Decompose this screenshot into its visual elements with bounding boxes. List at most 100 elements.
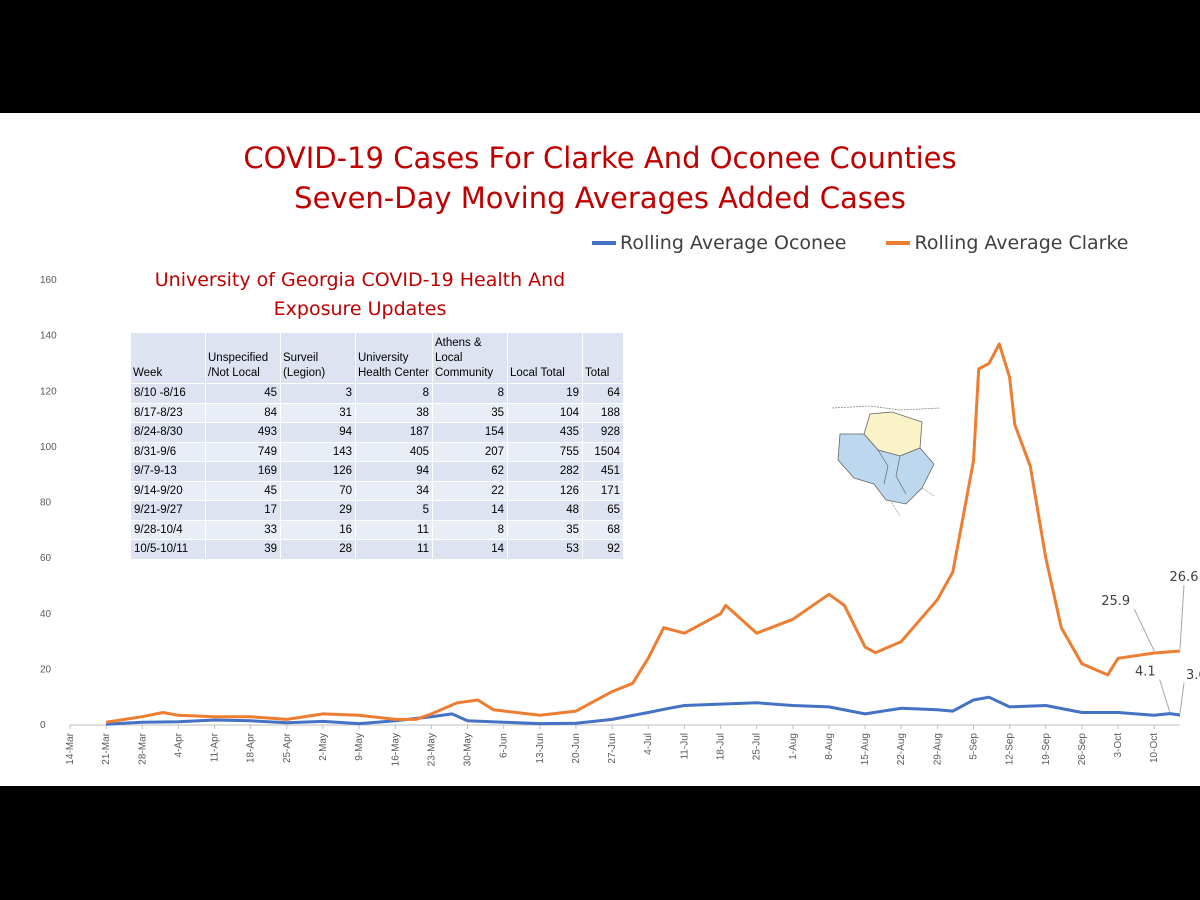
- y-tick-label: 40: [40, 609, 52, 620]
- y-tick-label: 20: [40, 664, 52, 675]
- legend-label-clarke: Rolling Average Clarke: [914, 232, 1129, 254]
- table-cell: 3: [280, 383, 356, 403]
- x-tick-label: 26-Sep: [1077, 733, 1088, 766]
- table-cell: 187: [355, 422, 433, 442]
- table-cell: 10/5-10/11: [131, 539, 206, 559]
- y-tick-label: 140: [40, 331, 57, 342]
- table-cell: 22: [432, 480, 508, 501]
- legend-label-oconee: Rolling Average Oconee: [620, 232, 847, 254]
- table-cell: 171: [582, 480, 624, 501]
- table-cell: 928: [582, 422, 624, 442]
- table-header-cell: University Health Center: [355, 333, 433, 384]
- table-header-cell: Surveil (Legion): [280, 333, 356, 384]
- map-border-south: [889, 487, 935, 517]
- table-cell: 755: [507, 441, 583, 462]
- table-title-line-2: Exposure Updates: [273, 298, 447, 320]
- county-map-icon: [830, 404, 942, 520]
- table-row: 9/7-9-13 169 126 94 62 282 451: [131, 461, 624, 481]
- x-tick-label: 2-May: [318, 733, 329, 761]
- table-cell: 8/24-8/30: [131, 422, 206, 442]
- x-tick-label: 18-Jul: [716, 733, 727, 760]
- table-cell: 749: [205, 441, 281, 462]
- x-tick-label: 21-Mar: [101, 732, 112, 764]
- table-cell: 451: [582, 461, 624, 481]
- table-cell: 14: [432, 539, 508, 559]
- x-tick-label: 11-Jul: [679, 733, 690, 760]
- table-title-line-1: University of Georgia COVID-19 Health An…: [154, 269, 566, 291]
- x-tick-label: 16-May: [390, 733, 401, 766]
- table-cell: 282: [507, 461, 583, 481]
- series-line-rolling-average-oconee: [106, 695, 1181, 726]
- x-tick-label: 27-Jun: [607, 733, 618, 764]
- table-title: University of Georgia COVID-19 Health An…: [130, 266, 590, 324]
- legend-swatch-clarke: [886, 241, 911, 245]
- table-row: 8/10 -8/16 45 3 8 8 19 64: [131, 383, 624, 403]
- legend-item-oconee: Rolling Average Oconee: [592, 232, 846, 254]
- table-cell: 94: [280, 422, 356, 442]
- table-cell: 48: [507, 500, 583, 520]
- table-cell: 19: [507, 383, 583, 403]
- table-row: 9/21-9/27 17 29 5 14 48 65: [131, 500, 624, 520]
- table-body: 8/10 -8/16 45 3 8 8 19 64 8/17-8/23 84 31 38 35 104 1…: [131, 383, 624, 559]
- x-tick-label: 29-Aug: [932, 733, 943, 765]
- table-header-row: Week Unspecified /Not Local Surveil (Legio…: [131, 333, 624, 384]
- table-cell: 8/31-9/6: [131, 441, 206, 462]
- chart-legend: Rolling Average Oconee Rolling Average C…: [592, 232, 1169, 254]
- table-cell: 33: [205, 519, 281, 540]
- table-cell: 8: [432, 383, 508, 403]
- data-label: 26.6: [1170, 570, 1199, 585]
- x-tick-label: 3-Oct: [1113, 733, 1124, 758]
- table-cell: 65: [582, 500, 624, 520]
- table-cell: 31: [280, 402, 356, 423]
- table-row: 8/24-8/30 493 94 187 154 435 928: [131, 422, 624, 442]
- y-tick-label: 60: [40, 553, 52, 564]
- table-cell: 11: [355, 539, 433, 559]
- table-cell: 53: [507, 539, 583, 559]
- table-header-cell: Unspecified /Not Local: [205, 333, 281, 384]
- data-label-leader: [1159, 679, 1171, 712]
- table-cell: 16: [280, 519, 356, 540]
- table-row: 9/14-9/20 45 70 34 22 126 171: [131, 480, 624, 501]
- table-cell: 493: [205, 422, 281, 442]
- table-cell: 8: [355, 383, 433, 403]
- chart-title: COVID-19 Cases For Clarke And Oconee Cou…: [243, 141, 957, 175]
- table-cell: 8/17-8/23: [131, 402, 206, 423]
- table-cell: 11: [355, 519, 433, 540]
- table-row: 8/17-8/23 84 31 38 35 104 188: [131, 402, 624, 423]
- x-tick-label: 1-Aug: [788, 733, 799, 760]
- series-lines: [105, 342, 1181, 726]
- table-cell: 5: [355, 500, 433, 520]
- x-tick-label: 13-Jun: [535, 733, 546, 764]
- data-label: 25.9: [1101, 594, 1130, 609]
- x-axis: 14-Mar 21-Mar 28-Mar 4-Apr 11-Apr 18-Apr 25-Ap…: [65, 724, 1180, 766]
- data-labels: 25.9 26.6 4.1 3.6: [1101, 570, 1200, 714]
- table-cell: 29: [280, 500, 356, 520]
- table-cell: 35: [432, 402, 508, 423]
- table-cell: 154: [432, 422, 508, 442]
- table-cell: 38: [355, 402, 433, 423]
- data-label: 3.6: [1186, 668, 1200, 683]
- table-header-cell: Local Total: [507, 333, 583, 384]
- table-cell: 169: [205, 461, 281, 481]
- table-cell: 9/21-9/27: [131, 500, 206, 520]
- table-row: 8/31-9/6 749 143 405 207 755 1504: [131, 441, 624, 462]
- table-cell: 39: [205, 539, 281, 559]
- table-row: 9/28-10/4 33 16 11 8 35 68: [131, 519, 624, 540]
- x-tick-label: 4-Apr: [173, 732, 184, 757]
- table-cell: 9/28-10/4: [131, 519, 206, 540]
- y-tick-label: 80: [40, 498, 52, 509]
- x-tick-label: 18-Apr: [246, 732, 257, 763]
- legend-item-clarke: Rolling Average Clarke: [886, 232, 1129, 254]
- table-cell: 35: [507, 519, 583, 540]
- series-line-rolling-average-clarke: [105, 342, 1181, 724]
- table-cell: 435: [507, 422, 583, 442]
- table-cell: 94: [355, 461, 433, 481]
- x-tick-label: 28-Mar: [137, 732, 148, 764]
- table-cell: 70: [280, 480, 356, 501]
- table-cell: 68: [582, 519, 624, 540]
- x-tick-label: 5-Sep: [968, 733, 979, 760]
- map-border-north: [831, 405, 941, 411]
- table-cell: 143: [280, 441, 356, 462]
- x-tick-label: 12-Sep: [1005, 733, 1016, 766]
